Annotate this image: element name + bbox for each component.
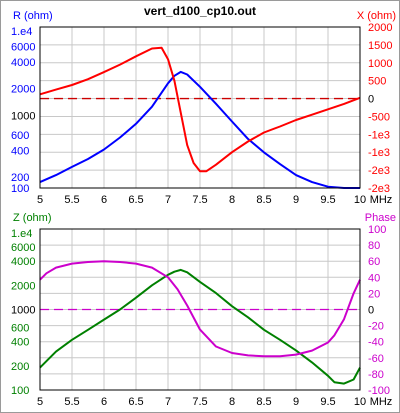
left-tick-label: 1000 (11, 305, 35, 317)
right-tick-label: 1000 (368, 58, 392, 70)
right-tick-label: 80 (368, 240, 380, 252)
right-tick-label: -100 (368, 385, 390, 397)
right-axis-label: X (ohm) (357, 10, 396, 22)
left-tick-label: 2000 (11, 280, 35, 292)
right-tick-label: 40 (368, 272, 380, 284)
right-tick-label: 60 (368, 256, 380, 268)
x-tick-label: 10 (354, 194, 366, 206)
right-tick-label: -2e3 (368, 165, 390, 177)
x-tick-label: 6.5 (128, 194, 143, 206)
left-tick-label: 200 (11, 361, 29, 373)
x-tick-label: 7.5 (192, 396, 207, 408)
right-tick-label: 500 (368, 76, 386, 88)
series-line-phase (39, 260, 361, 358)
left-tick-label: 100 (11, 385, 29, 397)
right-tick-label: 0 (368, 305, 374, 317)
right-tick-label: 1500 (368, 40, 392, 52)
x-tick-label: 5 (37, 194, 43, 206)
left-tick-label: 1000 (11, 110, 35, 122)
left-tick-label: 1.e4 (11, 228, 32, 240)
x-tick-label: 6 (101, 194, 107, 206)
right-tick-label: -1e3 (368, 129, 390, 141)
x-tick-label: 8 (229, 396, 235, 408)
right-tick-label: 0 (368, 94, 374, 106)
x-unit-label: MHz (370, 396, 393, 408)
right-tick-label: -40 (368, 337, 384, 349)
x-tick-label: 10 (354, 396, 366, 408)
x-tick-label: 8 (229, 194, 235, 206)
right-tick-label: -20 (368, 321, 384, 333)
x-tick-label: 7 (165, 194, 171, 206)
left-tick-label: 4000 (11, 256, 35, 268)
x-tick-label: 5.5 (64, 194, 79, 206)
chart-title: vert_d100_cp10.out (143, 4, 257, 18)
right-tick-label: -2e3 (368, 183, 390, 195)
right-tick-label: -80 (368, 369, 384, 381)
x-tick-label: 5 (37, 396, 43, 408)
x-tick-label: 9.5 (320, 396, 335, 408)
x-tick-label: 5.5 (64, 396, 79, 408)
x-tick-label: 9 (293, 194, 299, 206)
left-tick-label: 100 (11, 183, 29, 195)
series-line-z-ohm (39, 268, 361, 385)
right-tick-label: -1e3 (368, 147, 390, 159)
series-line-x-ohm (39, 46, 361, 173)
left-tick-label: 600 (11, 322, 29, 334)
series-line-r-ohm (39, 70, 360, 189)
left-tick-label: 400 (11, 145, 29, 157)
left-tick-label: 400 (11, 337, 29, 349)
x-tick-label: 6.5 (128, 396, 143, 408)
right-tick-label: -60 (368, 353, 384, 365)
left-tick-label: 6000 (11, 242, 35, 254)
right-tick-label: 100 (368, 224, 386, 236)
left-tick-label: 200 (11, 172, 29, 184)
x-tick-label: 7 (165, 396, 171, 408)
right-tick-label: 20 (368, 288, 380, 300)
left-axis-label: Z (ohm) (13, 212, 52, 224)
plot-border (39, 26, 361, 189)
x-tick-label: 7.5 (192, 194, 207, 206)
left-tick-label: 4000 (11, 57, 35, 69)
plot-border (39, 228, 361, 391)
right-tick-label: 2000 (368, 22, 392, 34)
left-tick-label: 1.e4 (11, 26, 32, 38)
right-tick-label: -500 (368, 111, 390, 123)
left-axis-label: R (ohm) (13, 10, 53, 22)
left-tick-label: 600 (11, 130, 29, 142)
x-tick-label: 9 (293, 396, 299, 408)
x-tick-label: 6 (101, 396, 107, 408)
right-axis-label: Phase (365, 212, 396, 224)
x-tick-label: 8.5 (256, 396, 271, 408)
x-tick-label: 8.5 (256, 194, 271, 206)
x-tick-label: 9.5 (320, 194, 335, 206)
left-tick-label: 6000 (11, 42, 35, 54)
left-tick-label: 2000 (11, 84, 35, 96)
x-unit-label: MHz (370, 194, 393, 206)
